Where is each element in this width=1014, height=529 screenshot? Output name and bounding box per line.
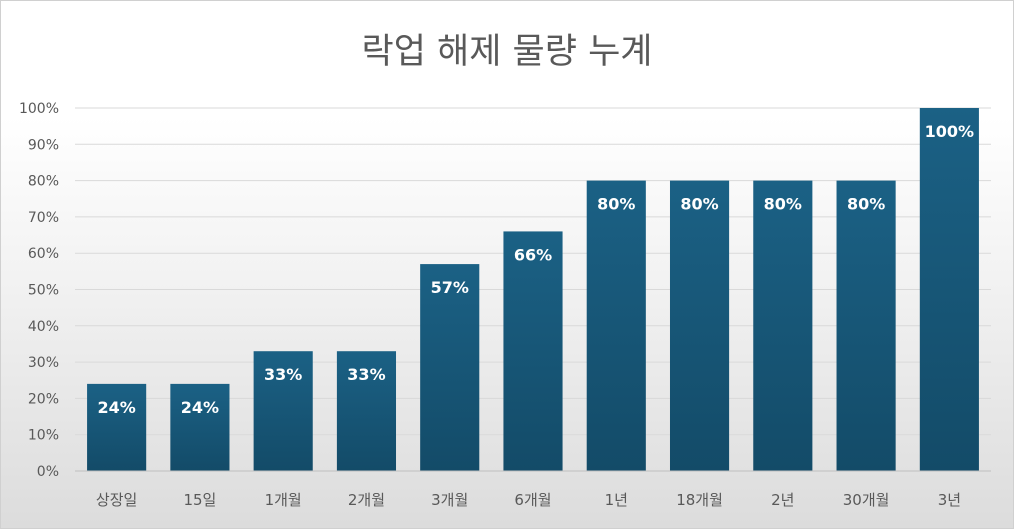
y-tick-label: 90%	[28, 137, 59, 153]
y-tick-label: 100%	[19, 101, 59, 117]
data-label: 24%	[181, 398, 219, 417]
y-tick-label: 50%	[28, 283, 59, 299]
y-tick-label: 0%	[37, 464, 59, 480]
bar	[336, 351, 397, 471]
y-tick-label: 60%	[28, 246, 59, 262]
y-tick-label: 20%	[28, 391, 59, 407]
data-label: 80%	[680, 195, 718, 214]
bar	[919, 108, 979, 471]
x-tick-label: 1년	[605, 491, 628, 509]
y-tick-label: 40%	[28, 319, 59, 335]
data-label: 80%	[847, 195, 885, 214]
bar	[586, 180, 646, 471]
y-tick-label: 80%	[28, 174, 59, 190]
bar	[87, 383, 147, 471]
x-tick-label: 30개월	[843, 491, 890, 509]
data-label: 33%	[264, 365, 302, 384]
x-tick-label: 6개월	[514, 491, 551, 509]
data-label: 57%	[431, 278, 469, 297]
x-tick-label: 2년	[771, 491, 794, 509]
bar	[836, 180, 896, 471]
x-tick-label: 상장일	[96, 491, 137, 509]
bar	[669, 180, 730, 471]
x-tick-label: 18개월	[676, 491, 723, 509]
x-tick-label: 1개월	[265, 491, 302, 509]
y-tick-label: 70%	[28, 210, 59, 226]
bar	[420, 264, 480, 471]
data-label: 24%	[97, 398, 135, 417]
data-label: 33%	[347, 365, 385, 384]
data-label: 100%	[925, 122, 974, 141]
bar	[170, 383, 230, 471]
data-label: 80%	[597, 195, 635, 214]
bar	[753, 180, 813, 471]
y-tick-label: 10%	[28, 428, 59, 444]
y-tick-label: 30%	[28, 355, 59, 371]
bar	[503, 231, 563, 471]
data-label: 66%	[514, 245, 552, 264]
chart-title: 락업 해제 물량 누계	[362, 32, 653, 72]
x-tick-label: 2개월	[348, 491, 385, 509]
bar	[253, 351, 313, 471]
data-label: 80%	[764, 195, 802, 214]
x-tick-label: 15일	[183, 491, 216, 509]
x-tick-label: 3년	[938, 491, 961, 509]
x-tick-label: 3개월	[431, 491, 468, 509]
